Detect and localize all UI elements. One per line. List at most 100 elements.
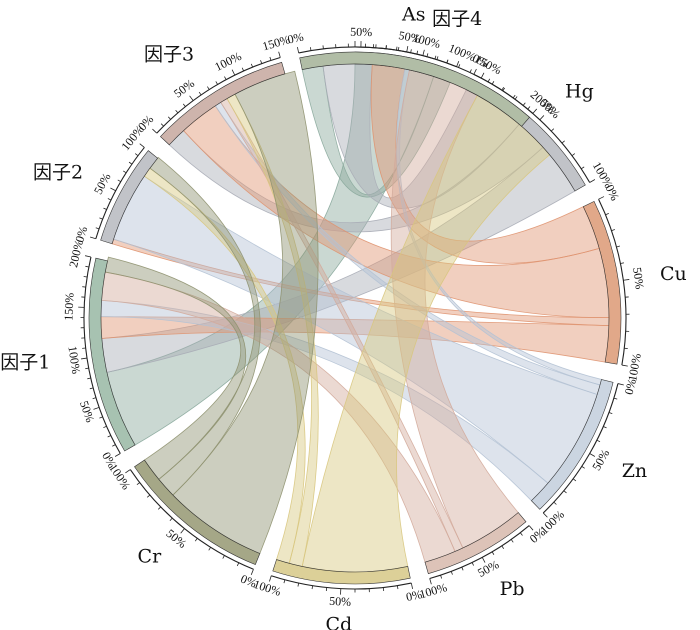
tick-label-F1: 0% xyxy=(99,449,119,470)
tick-mark-Cr xyxy=(157,506,161,510)
tick-mark-F4 xyxy=(397,46,400,51)
tick-mark-F2 xyxy=(89,236,96,240)
tick-mark-Cr xyxy=(169,517,173,521)
segment-arc-F4 xyxy=(299,51,530,127)
tick-mark-Hg xyxy=(581,166,585,170)
tick-mark-Pb xyxy=(520,532,523,536)
tick-mark-F4 xyxy=(310,47,312,51)
segment-label-Cd: Cd xyxy=(326,614,353,630)
segment-axis-F1 xyxy=(83,256,121,454)
tick-mark-Pb xyxy=(510,539,514,543)
segment-arc-Cu xyxy=(582,200,622,365)
tick-label-F2: 50% xyxy=(91,171,114,197)
ribbon-Cu-F3 xyxy=(182,105,610,319)
tick-mark-F1 xyxy=(83,276,88,278)
segment-label-Cr: Cr xyxy=(138,545,163,567)
tick-mark-F3 xyxy=(175,109,179,114)
tick-mark-Zn xyxy=(563,490,567,494)
tick-label-F4: 50% xyxy=(350,25,372,39)
tick-mark-F4 xyxy=(491,81,495,85)
segment-arc-Pb xyxy=(424,512,527,575)
tick-mark-Zn xyxy=(596,439,601,443)
segment-arc-F1 xyxy=(88,257,136,452)
tick-mark-F3 xyxy=(241,67,244,72)
tick-mark-F3 xyxy=(269,56,272,61)
tick-label-F4: 0% xyxy=(286,29,305,46)
tick-mark-F1 xyxy=(93,406,100,410)
tick-label-Cr: 0% xyxy=(239,572,259,591)
tick-mark-F3 xyxy=(207,86,210,90)
tick-mark-F1 xyxy=(107,435,111,438)
segment-axis-Cd xyxy=(271,575,412,590)
segment-label-F3: 因子3 xyxy=(144,43,194,65)
tick-mark-F2 xyxy=(107,198,112,201)
tick-mark-Cu xyxy=(620,262,624,264)
segment-labels-layer: As Hg Cu Zn Pb Cd Cr 因子1 因子2 因子3 因子4 xyxy=(0,4,686,630)
tick-mark-F2 xyxy=(110,187,116,192)
segment-arc-F2 xyxy=(100,150,159,245)
tick-mark-As xyxy=(426,53,429,57)
tick-mark-F4 xyxy=(410,49,412,53)
tick-mark-F1 xyxy=(89,387,94,390)
tick-mark-Cr xyxy=(236,562,240,567)
tick-mark-Pb xyxy=(501,545,505,549)
tick-label-Cu: 0% xyxy=(602,182,622,203)
tick-mark-F2 xyxy=(99,217,103,220)
segment-axis-Pb xyxy=(429,525,530,580)
tick-mark-Pb xyxy=(429,578,432,585)
tick-mark-Cu xyxy=(605,213,609,216)
tick-mark-F3 xyxy=(198,91,202,96)
segment-arc-Cd xyxy=(272,559,411,585)
tick-label-Zn: 0% xyxy=(622,377,639,396)
tick-mark-F1 xyxy=(80,357,88,360)
tick-mark-F1 xyxy=(87,377,91,380)
tick-mark-F3 xyxy=(160,123,164,127)
tick-mark-Cd xyxy=(396,585,399,590)
segment-arc-Zn xyxy=(531,379,614,510)
tick-mark-Hg xyxy=(561,140,565,144)
segment-axis-Cu xyxy=(598,198,627,366)
tick-mark-F4 xyxy=(502,87,506,92)
ribbons-layer xyxy=(100,63,610,573)
tick-label-Cu: 50% xyxy=(630,266,647,290)
tick-mark-Hg xyxy=(589,179,596,183)
tick-mark-Zn xyxy=(553,501,557,505)
tick-mark-As xyxy=(396,46,398,51)
tick-mark-F1 xyxy=(99,416,103,419)
segment-label-F1: 因子1 xyxy=(0,352,50,374)
segment-label-As: As xyxy=(401,4,425,26)
tick-mark-Cr xyxy=(125,469,131,474)
tick-mark-F3 xyxy=(231,69,236,76)
tick-label-F1: 150% xyxy=(61,292,76,321)
tick-mark-F3 xyxy=(224,76,227,80)
tick-mark-F4 xyxy=(297,46,300,54)
tick-mark-F1 xyxy=(103,425,107,429)
tick-label-Pb: 50% xyxy=(475,557,501,580)
tick-label-F4: 150% xyxy=(473,52,504,77)
segment-label-Hg: Hg xyxy=(565,81,594,103)
tick-mark-Cr xyxy=(146,494,151,498)
tick-mark-F4 xyxy=(469,69,472,73)
tick-mark-As xyxy=(406,46,409,53)
tick-mark-F4 xyxy=(458,64,461,68)
tick-mark-Hg xyxy=(550,128,555,132)
tick-mark-F4 xyxy=(522,102,526,106)
tick-mark-Cr xyxy=(250,569,254,575)
tick-mark-Pb xyxy=(491,551,495,555)
tick-mark-Cd xyxy=(311,585,314,590)
tick-mark-Zn xyxy=(589,453,596,457)
tick-label-F2: 0% xyxy=(72,225,90,244)
tick-mark-Pb xyxy=(440,575,443,579)
tick-label-F1: 100% xyxy=(65,345,83,375)
tick-mark-Hg xyxy=(527,106,531,110)
segment-label-Cu: Cu xyxy=(660,263,687,285)
tick-mark-Cu xyxy=(621,364,628,367)
tick-mark-F1 xyxy=(112,444,116,447)
tick-mark-Cd xyxy=(269,575,272,582)
tick-mark-Cd xyxy=(283,579,286,584)
tick-label-Cd: 50% xyxy=(329,594,352,609)
tick-mark-F4 xyxy=(480,72,485,79)
tick-mark-F4 xyxy=(446,59,449,64)
tick-mark-F3 xyxy=(189,95,194,101)
